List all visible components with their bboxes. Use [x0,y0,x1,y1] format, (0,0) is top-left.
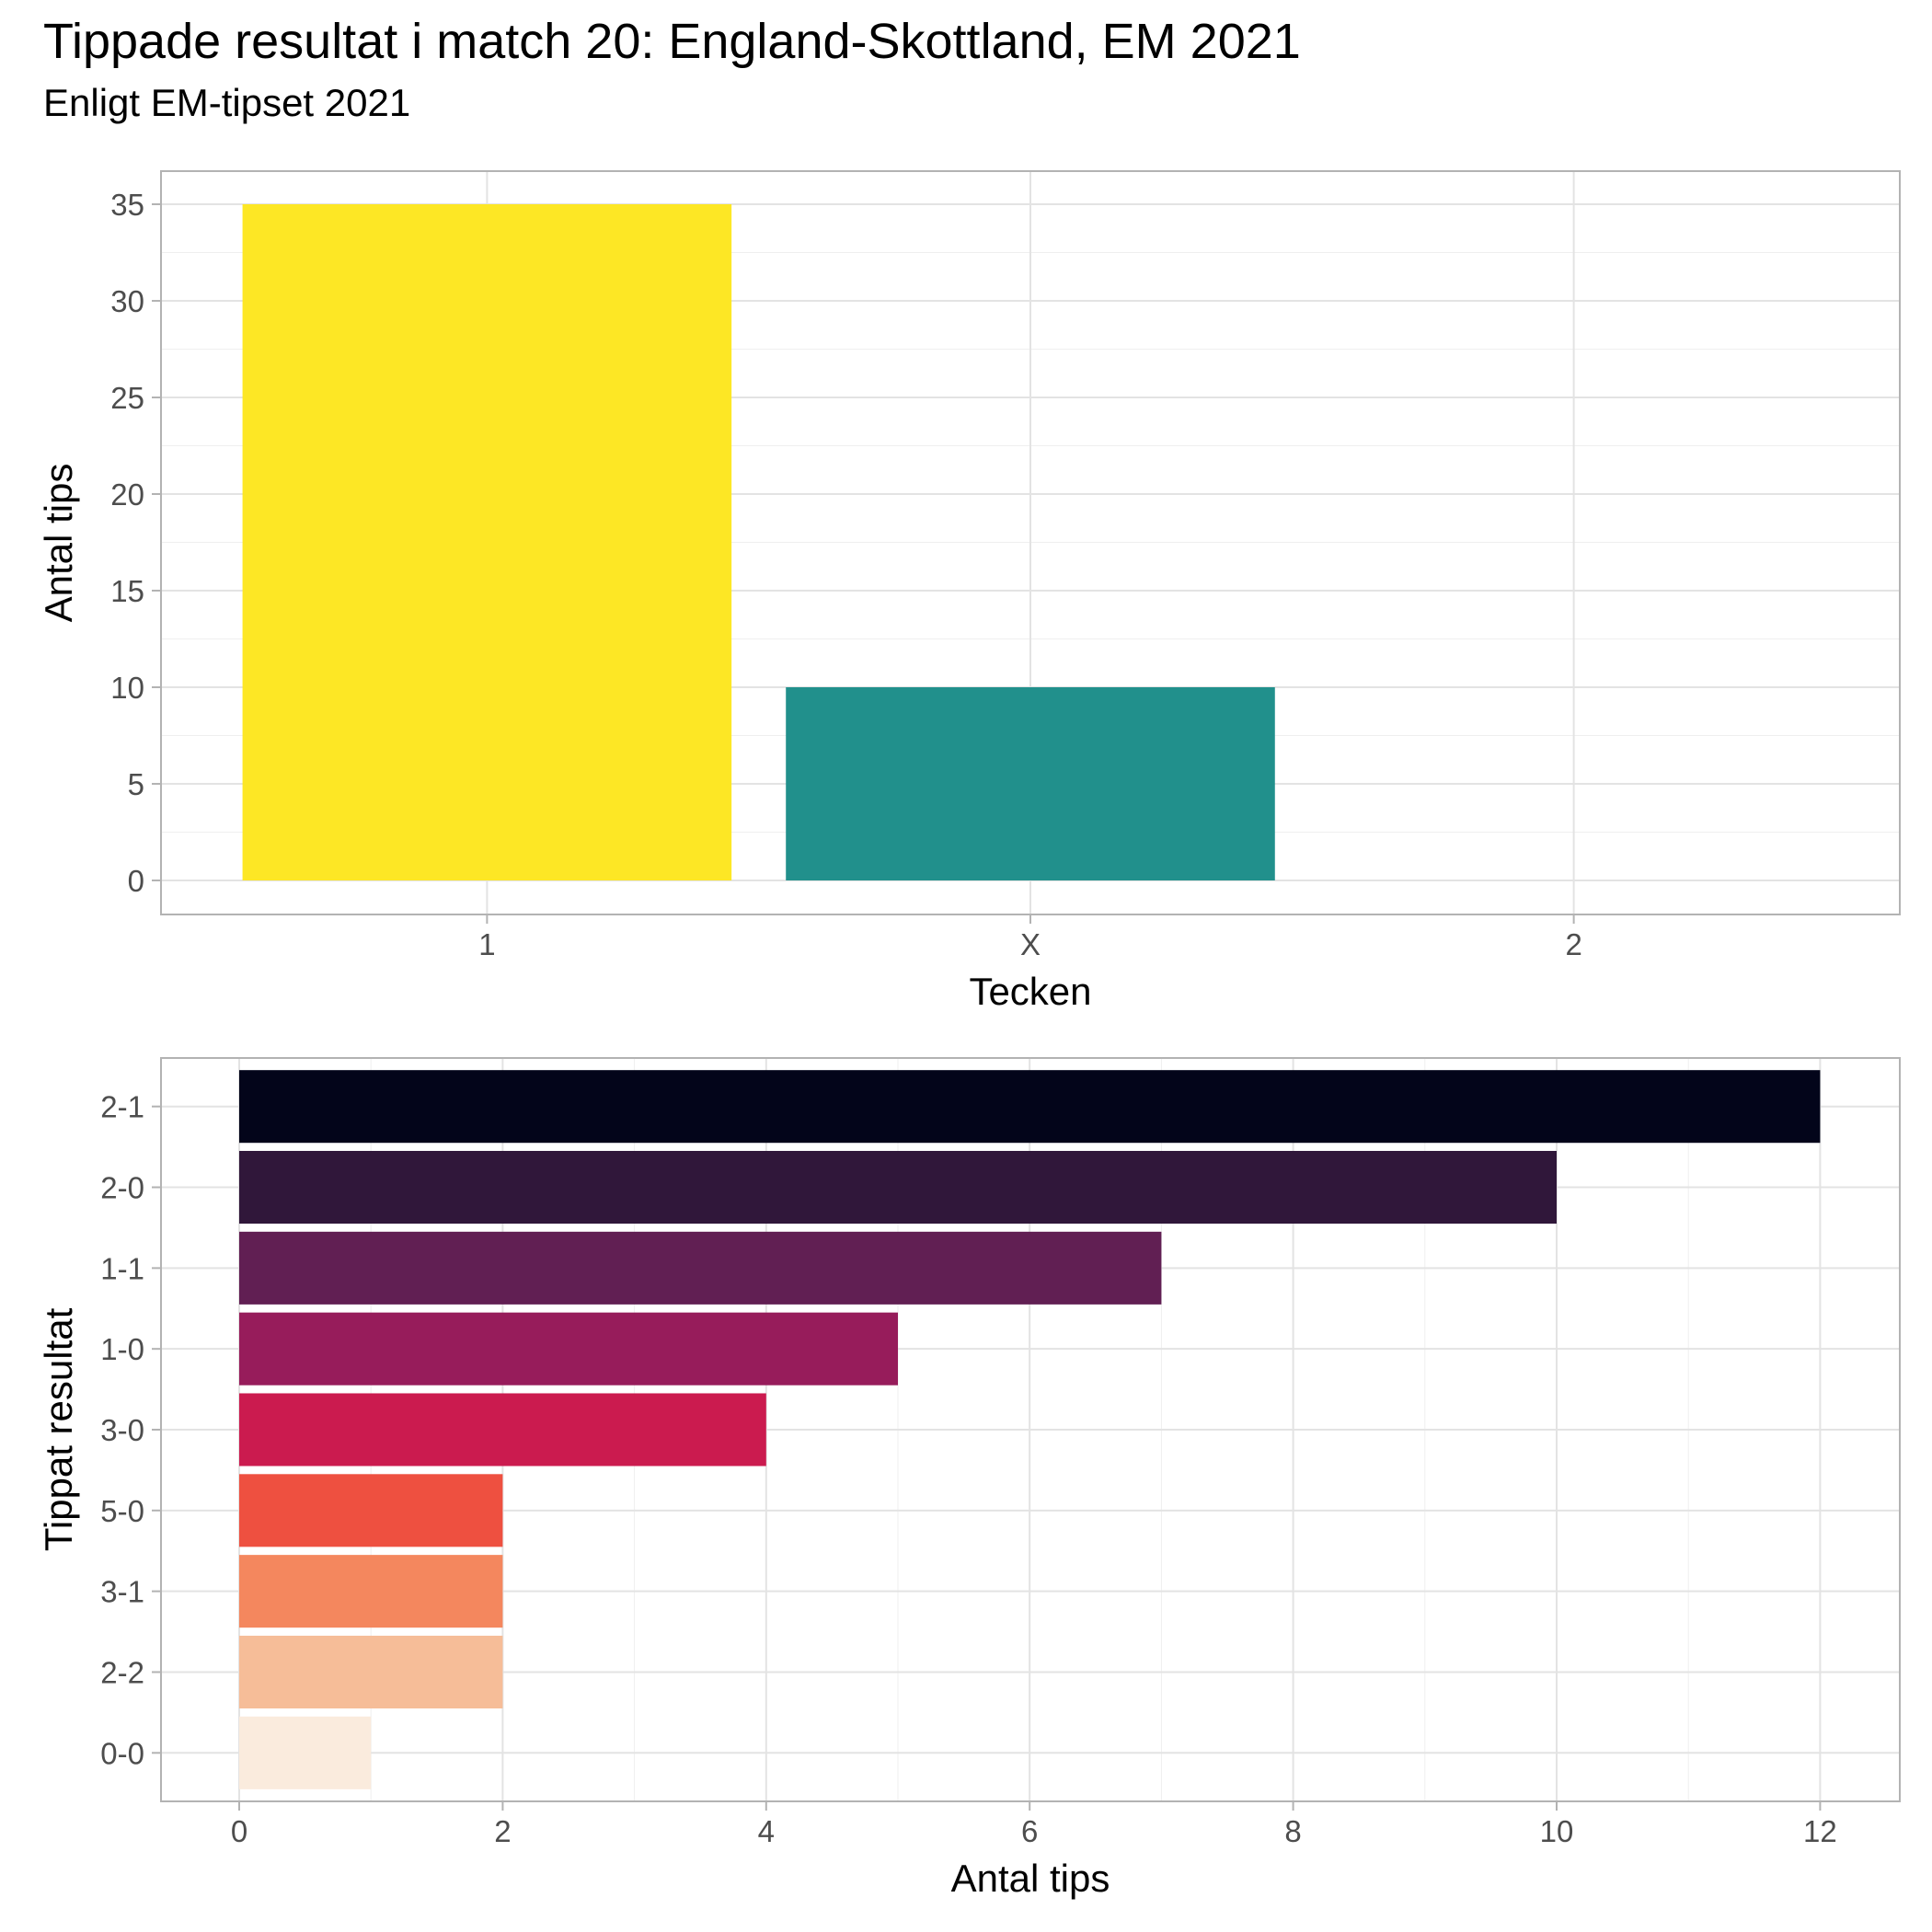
x-tick-label: 2 [494,1814,511,1848]
bar-result-3-0 [239,1393,766,1466]
y-tick-label: 2-1 [100,1090,144,1124]
bar-result-0-0 [239,1716,372,1789]
x-tick-label: 6 [1021,1814,1038,1848]
y-axis-title: Antal tips [37,464,80,623]
y-tick-label: 1-0 [100,1332,144,1366]
x-tick-label: X [1020,927,1041,961]
x-axis-title: Tecken [969,970,1091,1013]
chart-title: Tippade resultat i match 20: England-Sko… [43,14,1301,69]
x-tick-label: 4 [758,1814,775,1848]
y-tick-label: 1-1 [100,1251,144,1285]
x-tick-label: 10 [1540,1814,1574,1848]
bar-result-5-0 [239,1474,503,1547]
bar-result-2-0 [239,1151,1557,1225]
y-tick-label: 10 [110,671,144,705]
y-tick-label: 0-0 [100,1736,144,1770]
x-tick-label: 12 [1803,1814,1837,1848]
bar-result-2-1 [239,1070,1821,1144]
y-tick-label: 30 [110,284,144,318]
bar-result-2-2 [239,1635,503,1708]
y-tick-label: 35 [110,188,144,222]
y-tick-label: 25 [110,381,144,415]
y-tick-label: 2-0 [100,1171,144,1205]
x-axis-title: Antal tips [951,1857,1110,1900]
y-tick-label: 3-0 [100,1413,144,1447]
x-tick-label: 0 [231,1814,247,1848]
y-tick-label: 20 [110,477,144,512]
bar-result-1-1 [239,1231,1162,1305]
y-tick-label: 2-2 [100,1655,144,1689]
y-tick-label: 5 [128,767,144,801]
chart-subtitle: Enligt EM-tipset 2021 [43,81,411,124]
bar-result-1-0 [239,1312,898,1386]
bar-result-3-1 [239,1555,503,1628]
bar-tecken-X [786,687,1275,880]
x-tick-label: 1 [478,927,495,961]
y-axis-title: Tippat resultat [37,1307,80,1551]
x-tick-label: 2 [1565,927,1581,961]
x-tick-label: 8 [1284,1814,1301,1848]
y-tick-label: 3-1 [100,1575,144,1609]
bar-tecken-1 [242,204,732,880]
y-tick-label: 15 [110,574,144,608]
y-tick-label: 5-0 [100,1494,144,1528]
y-tick-label: 0 [128,864,144,898]
